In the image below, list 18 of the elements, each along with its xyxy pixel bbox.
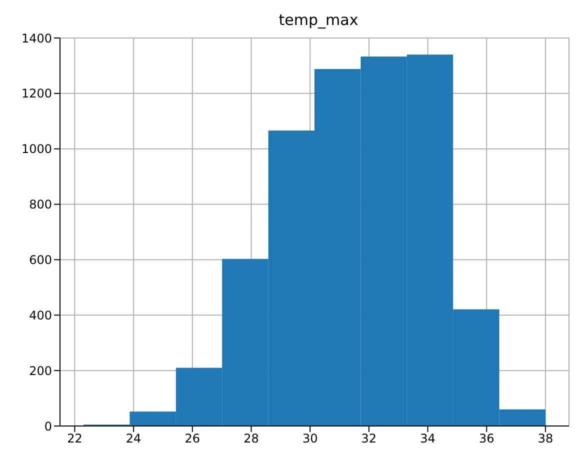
x-tick-label: 38: [538, 432, 554, 446]
x-tick-label: 32: [361, 432, 377, 446]
y-tick-label: 200: [29, 364, 52, 378]
x-tick-label: 26: [184, 432, 200, 446]
x-tick-label: 28: [244, 432, 259, 446]
x-tick-label: 30: [302, 432, 318, 446]
x-tick-label: 36: [478, 432, 494, 446]
y-tick-label: 0: [44, 419, 52, 434]
x-tick-label: 22: [67, 432, 82, 446]
y-tick-label: 600: [29, 252, 52, 267]
y-tick-label: 1400: [21, 31, 52, 46]
y-tick-label: 400: [29, 308, 52, 322]
x-tick-label: 34: [420, 432, 436, 446]
x-tick-label: 24: [126, 432, 142, 446]
y-tick-label: 1200: [21, 86, 52, 101]
y-tick-label: 800: [29, 198, 52, 212]
y-tick-label: 1000: [21, 142, 52, 156]
chart-title: temp_max: [278, 10, 360, 31]
